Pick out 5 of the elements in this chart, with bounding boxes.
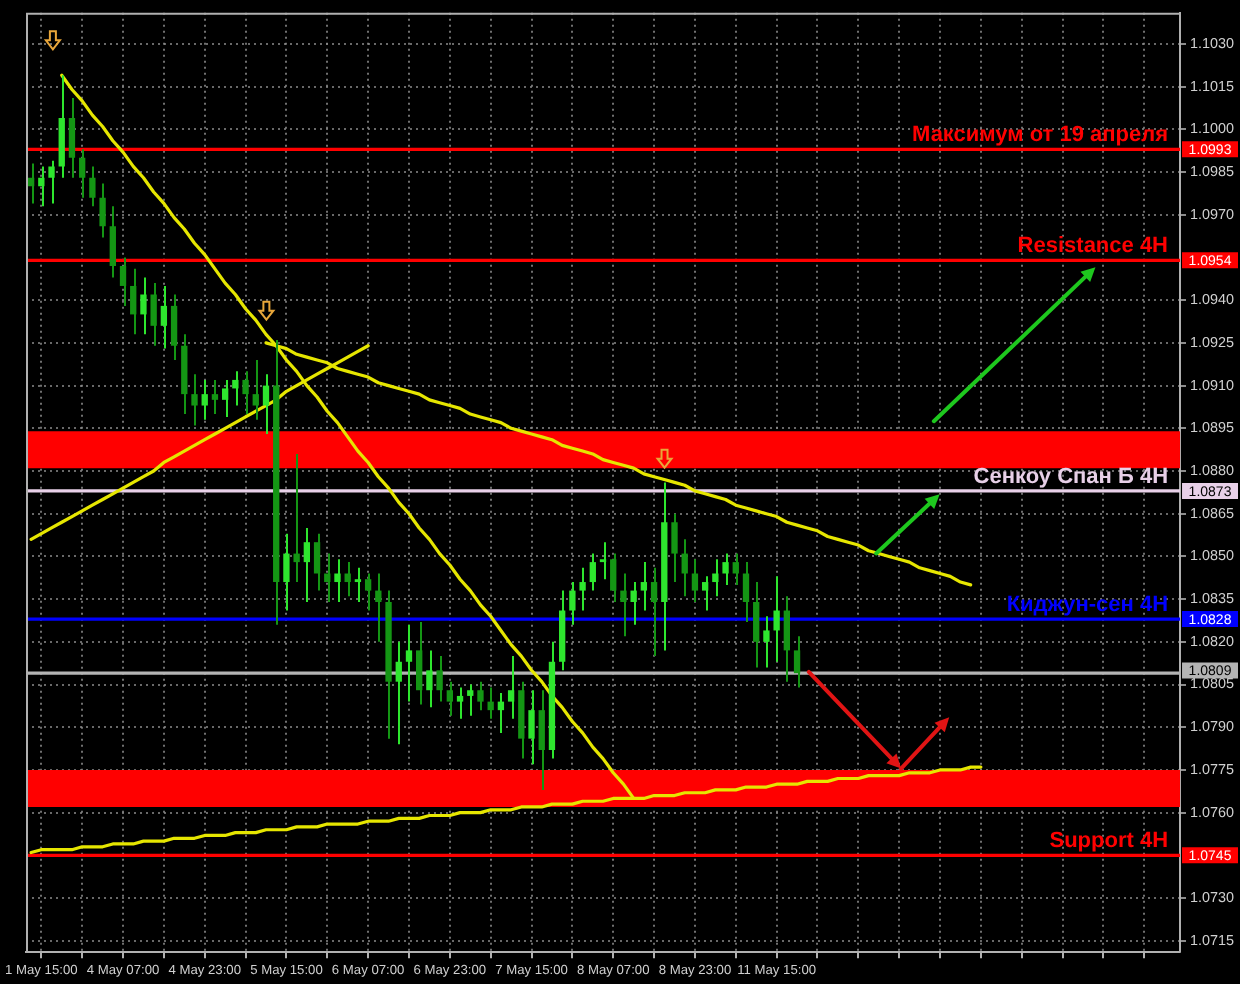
ref-line-label: Максимум от 19 апреля — [912, 123, 1169, 148]
ref-line-label: Resistance 4H — [1017, 234, 1169, 259]
ref-line-label: Support 4H — [1049, 829, 1169, 854]
ref-line-label: Сенкоу Спан Б 4H — [973, 464, 1169, 489]
ref-line-label: Киджун-сен 4H — [1006, 593, 1169, 618]
